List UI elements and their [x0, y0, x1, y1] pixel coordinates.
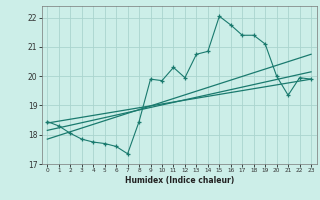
X-axis label: Humidex (Indice chaleur): Humidex (Indice chaleur): [124, 176, 234, 185]
